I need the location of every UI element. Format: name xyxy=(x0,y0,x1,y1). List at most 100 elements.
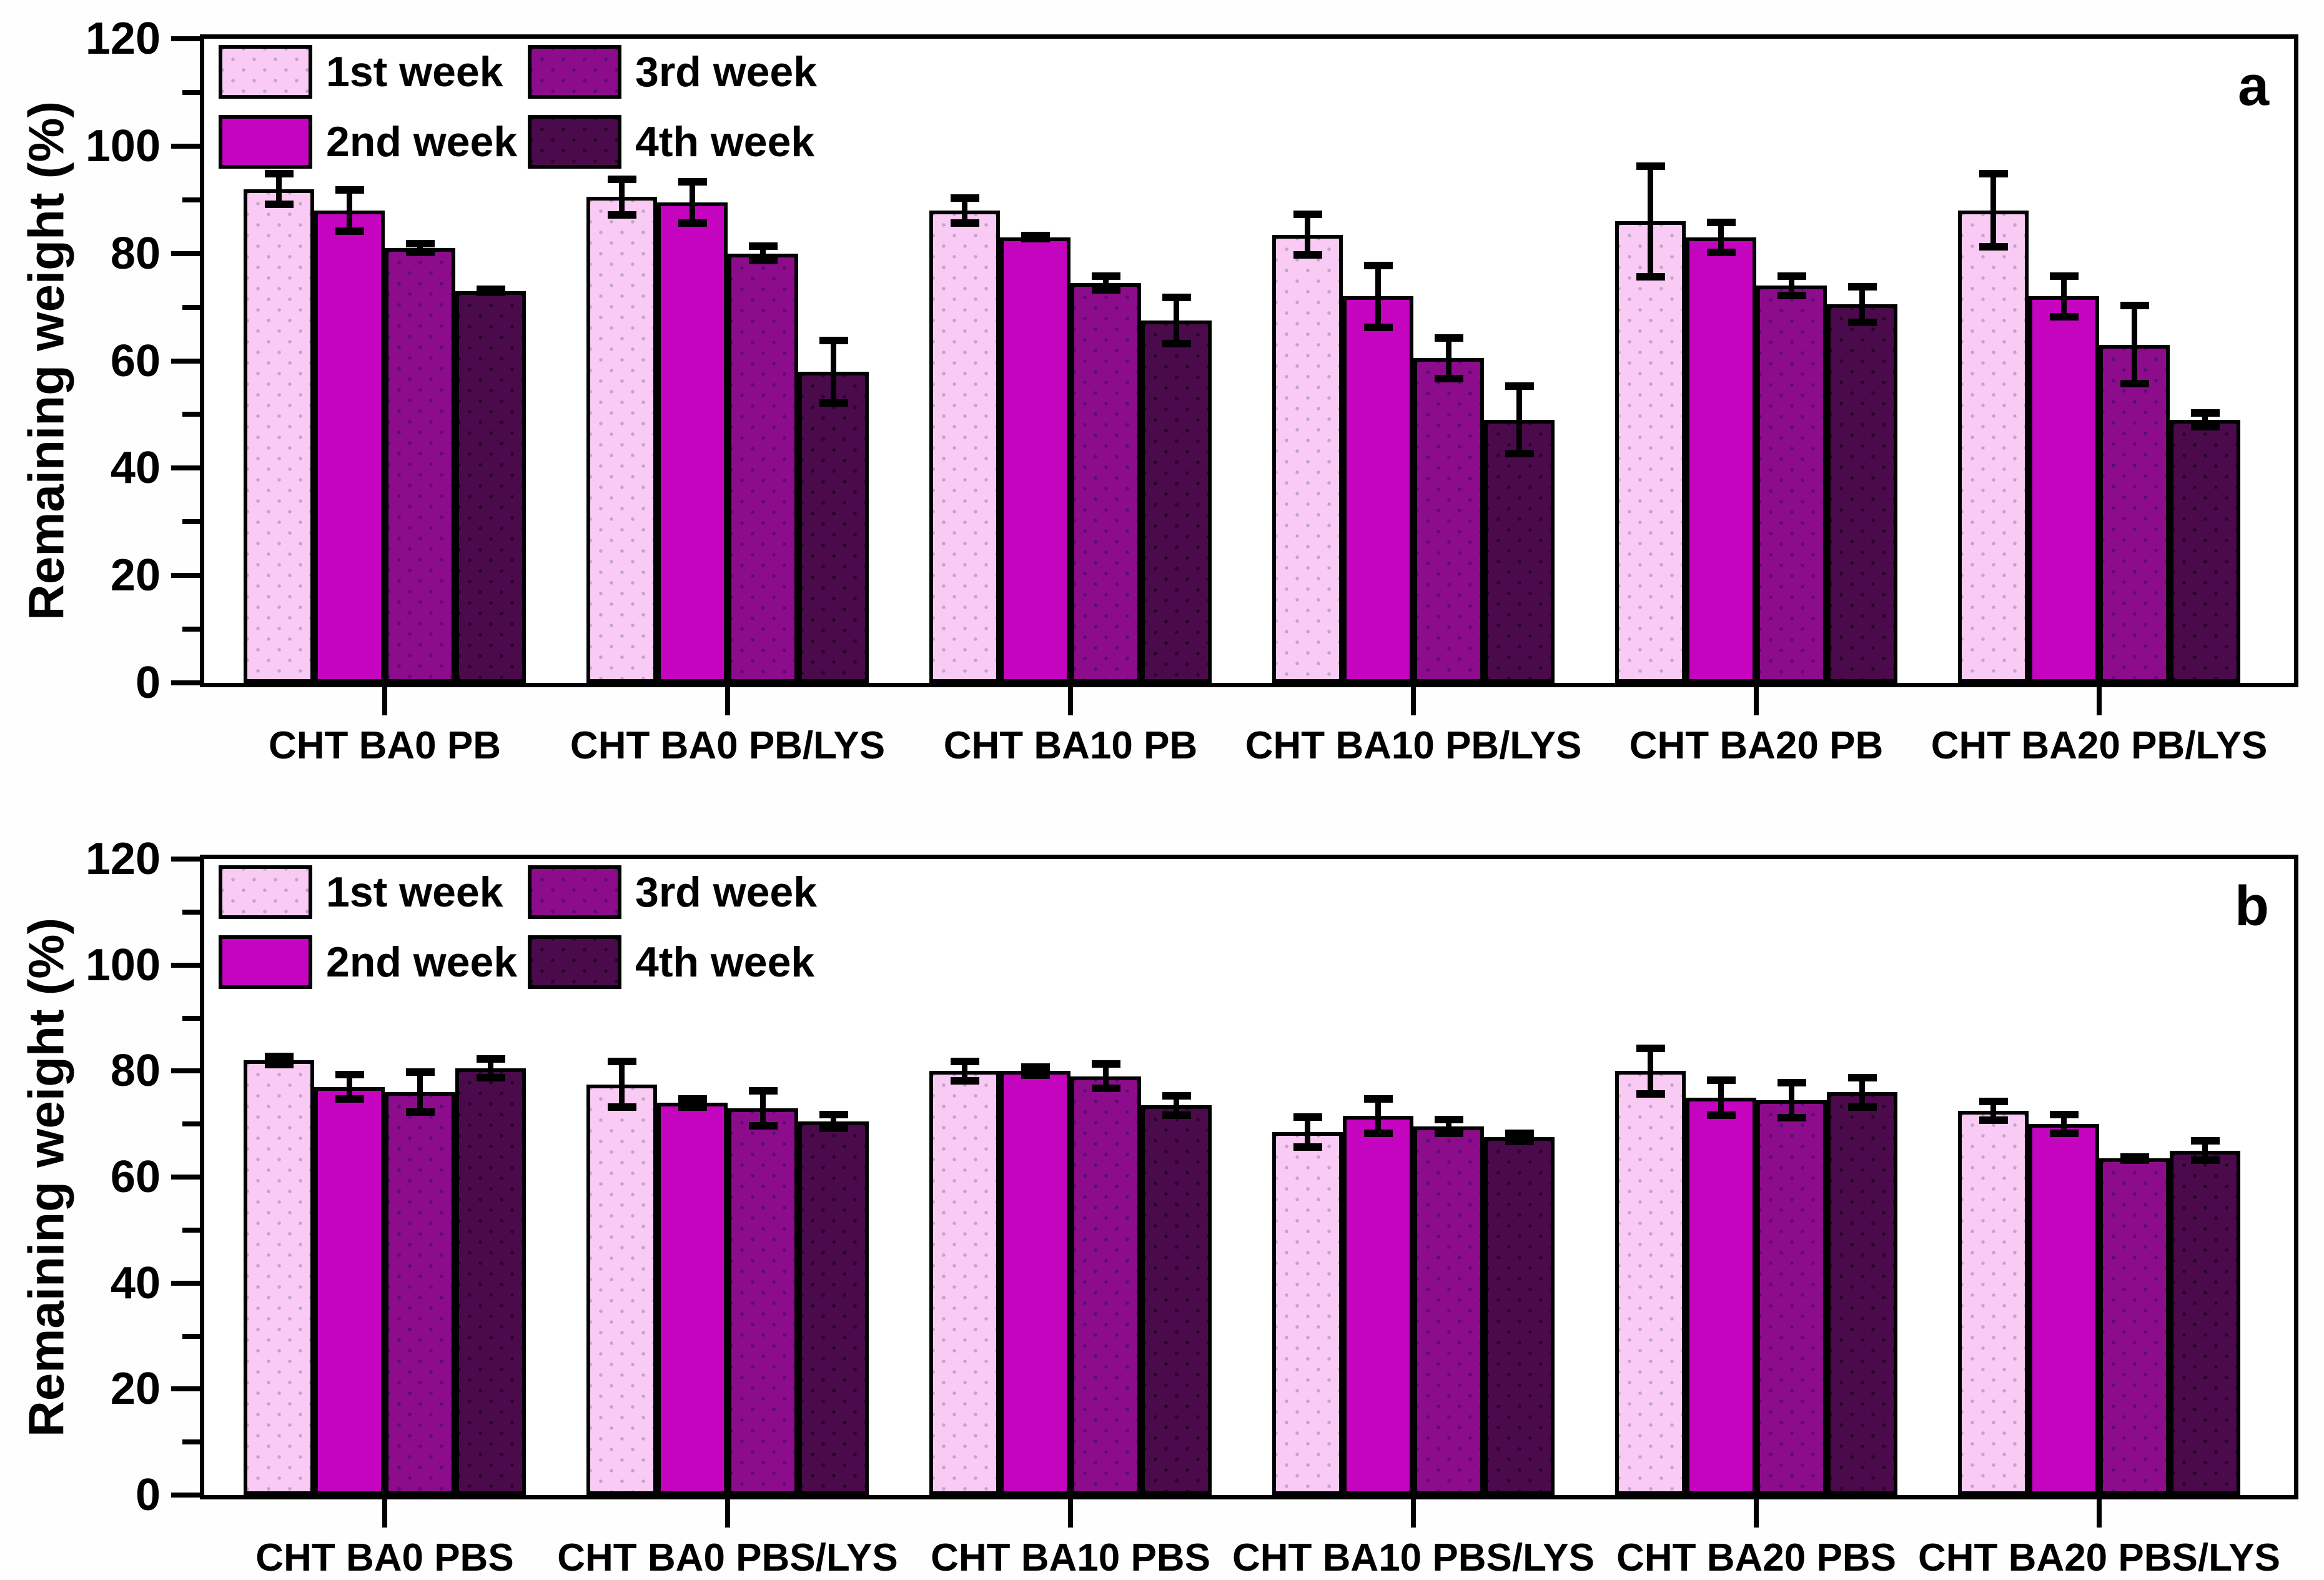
bar-4th-week-CHT-BA20-PBS-LYS xyxy=(2170,1150,2240,1495)
bar-4th-week-CHT-BA10-PB xyxy=(1141,320,1212,683)
error-bar-cap-bottom xyxy=(2190,423,2220,431)
legend-label: 1st week xyxy=(326,48,503,96)
error-bar xyxy=(748,1086,778,1130)
bar-4th-week-CHT-BA0-PBS xyxy=(455,1068,526,1495)
error-bar-cap-bottom xyxy=(1706,1111,1736,1119)
error-bar-cap-bottom xyxy=(1162,340,1191,347)
error-bar xyxy=(2049,1110,2079,1138)
y-tick xyxy=(182,1439,200,1445)
error-bar-cap-top xyxy=(1363,261,1393,269)
error-bar xyxy=(1636,1044,1665,1098)
error-bar-line xyxy=(831,336,836,407)
error-bar xyxy=(2120,301,2149,388)
y-tick-label: 20 xyxy=(110,550,161,601)
error-bar xyxy=(1293,210,1322,259)
error-bar-cap-bottom xyxy=(2120,1156,2149,1164)
error-bar xyxy=(1979,170,2008,251)
error-bar xyxy=(950,1058,979,1085)
error-bar-cap-bottom xyxy=(335,227,364,235)
error-bar xyxy=(264,170,294,208)
bar-1st-week-CHT-BA10-PB-LYS xyxy=(1272,234,1343,683)
bar-3rd-week-CHT-BA10-PB xyxy=(1071,282,1141,683)
error-bar-cap-bottom xyxy=(1434,374,1463,382)
error-bar-line xyxy=(1375,261,1381,332)
bar-2nd-week-CHT-BA0-PBS-LYS xyxy=(657,1103,728,1495)
bar-4th-week-CHT-BA20-PBS xyxy=(1827,1092,1897,1495)
y-tick xyxy=(182,1121,200,1127)
error-bar-line xyxy=(1305,1113,1310,1151)
bar-1st-week-CHT-BA0-PB-LYS xyxy=(586,197,657,683)
legend-swatch-4th-week xyxy=(528,115,621,169)
error-bar-cap-top xyxy=(1363,1095,1393,1103)
error-bar-cap-top xyxy=(1706,218,1736,226)
error-bar-cap-bottom xyxy=(405,248,435,256)
error-bar xyxy=(1706,1076,1736,1119)
error-bar-cap-bottom xyxy=(748,1121,778,1130)
error-bar-cap-bottom xyxy=(2049,1130,2079,1138)
bar-2nd-week-CHT-BA10-PBS-LYS xyxy=(1343,1116,1413,1495)
panel-a: a Remaining weight (%) 0 20 40 60 80 100 120 CH… xyxy=(0,0,2324,789)
y-tick xyxy=(171,680,200,685)
legend-swatch-2nd-week xyxy=(219,935,312,989)
error-bar-cap-bottom xyxy=(1021,235,1050,243)
error-bar-line xyxy=(962,194,967,227)
error-bar-cap-bottom xyxy=(1293,251,1322,259)
error-bar-cap-bottom xyxy=(678,219,707,227)
error-bar-cap-bottom xyxy=(1847,318,1877,326)
error-bar-cap-bottom xyxy=(476,1074,505,1082)
error-bar xyxy=(1434,1116,1463,1138)
error-bar-cap-bottom xyxy=(1091,286,1120,294)
legend-label: 2nd week xyxy=(326,118,518,166)
bar-2nd-week-CHT-BA0-PB xyxy=(314,210,385,683)
error-bar-line xyxy=(417,1068,423,1116)
bar-4th-week-CHT-BA0-PBS-LYS xyxy=(798,1121,869,1495)
panel-letter-b: b xyxy=(2235,875,2269,938)
y-tick-label: 0 xyxy=(135,1470,161,1520)
error-bar-line xyxy=(1859,1073,1865,1111)
error-bar-cap-bottom xyxy=(950,1076,979,1085)
legend-swatch-3rd-week xyxy=(528,865,621,919)
error-bar-cap-bottom xyxy=(335,1095,364,1103)
bar-1st-week-CHT-BA0-PB xyxy=(244,189,314,683)
bar-3rd-week-CHT-BA20-PB-LYS xyxy=(2099,344,2170,683)
bar-3rd-week-CHT-BA20-PB xyxy=(1756,286,1827,683)
bar-1st-week-CHT-BA0-PBS-LYS xyxy=(586,1084,657,1495)
error-bar-cap-top xyxy=(1091,1060,1120,1068)
bar-1st-week-CHT-BA20-PBS-LYS xyxy=(1958,1110,2029,1495)
error-bar-cap-bottom xyxy=(2190,1156,2220,1164)
bar-1st-week-CHT-BA20-PBS xyxy=(1615,1071,1686,1495)
error-bar-cap-top xyxy=(405,240,435,248)
bar-3rd-week-CHT-BA20-PBS-LYS xyxy=(2099,1158,2170,1495)
error-bar xyxy=(678,178,707,227)
error-bar xyxy=(1091,1060,1120,1093)
bar-1st-week-CHT-BA10-PBS xyxy=(929,1071,1000,1495)
error-bar xyxy=(1021,232,1050,243)
error-bar xyxy=(405,1068,435,1116)
bar-1st-week-CHT-BA20-PB-LYS xyxy=(1958,210,2029,683)
legend-swatch-1st-week xyxy=(219,865,312,919)
error-bar-cap-top xyxy=(1777,1079,1806,1087)
error-bar xyxy=(1777,272,1806,299)
error-bar-cap-bottom xyxy=(607,211,636,219)
error-bar-cap-bottom xyxy=(476,289,505,297)
x-tick xyxy=(725,683,730,715)
error-bar-cap-top xyxy=(2190,1137,2220,1145)
error-bar-cap-top xyxy=(748,242,778,251)
error-bar-cap-bottom xyxy=(405,1108,435,1116)
y-tick-label: 80 xyxy=(110,228,161,279)
legend-label: 1st week xyxy=(326,868,503,916)
y-tick-label: 20 xyxy=(110,1364,161,1414)
error-bar-cap-bottom xyxy=(264,200,294,208)
error-bar xyxy=(264,1052,294,1069)
error-bar-cap-bottom xyxy=(678,1103,707,1111)
error-bar-line xyxy=(1174,1092,1179,1119)
x-tick xyxy=(2097,683,2102,715)
bar-3rd-week-CHT-BA20-PBS xyxy=(1756,1100,1827,1495)
error-bar xyxy=(1162,294,1191,347)
y-tick xyxy=(182,89,200,95)
error-bar xyxy=(678,1095,707,1111)
bar-2nd-week-CHT-BA0-PBS xyxy=(314,1086,385,1495)
y-tick xyxy=(171,857,200,862)
error-bar xyxy=(476,286,505,297)
y-tick-label: 80 xyxy=(110,1046,161,1096)
